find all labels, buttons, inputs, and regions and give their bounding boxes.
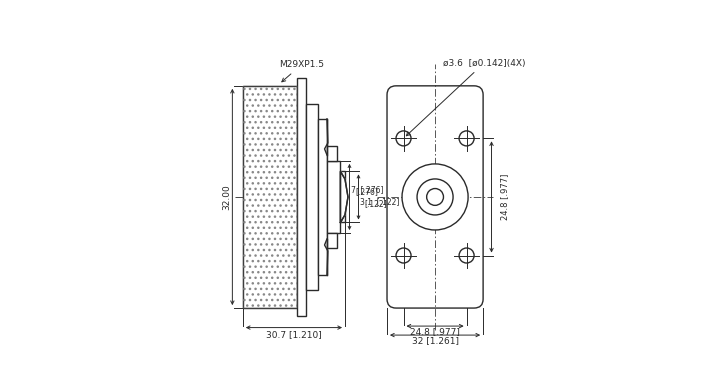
Circle shape xyxy=(459,248,474,263)
Bar xyxy=(243,86,297,308)
Circle shape xyxy=(417,179,453,215)
Bar xyxy=(327,233,338,248)
Bar xyxy=(306,104,318,290)
Text: ø3.6  [ø0.142](4X): ø3.6 [ø0.142](4X) xyxy=(406,59,525,136)
Circle shape xyxy=(459,131,474,146)
Text: 30.7 [1.210]: 30.7 [1.210] xyxy=(266,330,322,339)
Bar xyxy=(318,119,327,275)
Bar xyxy=(327,146,338,161)
Bar xyxy=(243,86,297,308)
Text: [.122]: [.122] xyxy=(364,199,387,208)
Text: 3.1  [.122]: 3.1 [.122] xyxy=(360,197,400,206)
Text: [.276]: [.276] xyxy=(356,187,379,196)
Bar xyxy=(327,161,341,233)
Text: 7  [.276]: 7 [.276] xyxy=(351,185,384,194)
Circle shape xyxy=(427,188,444,206)
Text: 32.00: 32.00 xyxy=(222,184,231,210)
Bar xyxy=(297,78,306,316)
Bar xyxy=(341,172,345,222)
Polygon shape xyxy=(341,172,348,222)
Circle shape xyxy=(402,164,468,230)
Text: 32 [1.261]: 32 [1.261] xyxy=(412,336,459,345)
Text: 24.8 [.977]: 24.8 [.977] xyxy=(410,327,460,336)
Text: 24.8 [.977]: 24.8 [.977] xyxy=(500,174,510,220)
FancyBboxPatch shape xyxy=(387,86,483,308)
Circle shape xyxy=(396,131,411,146)
Text: M29XP1.5: M29XP1.5 xyxy=(279,60,324,82)
Circle shape xyxy=(396,248,411,263)
